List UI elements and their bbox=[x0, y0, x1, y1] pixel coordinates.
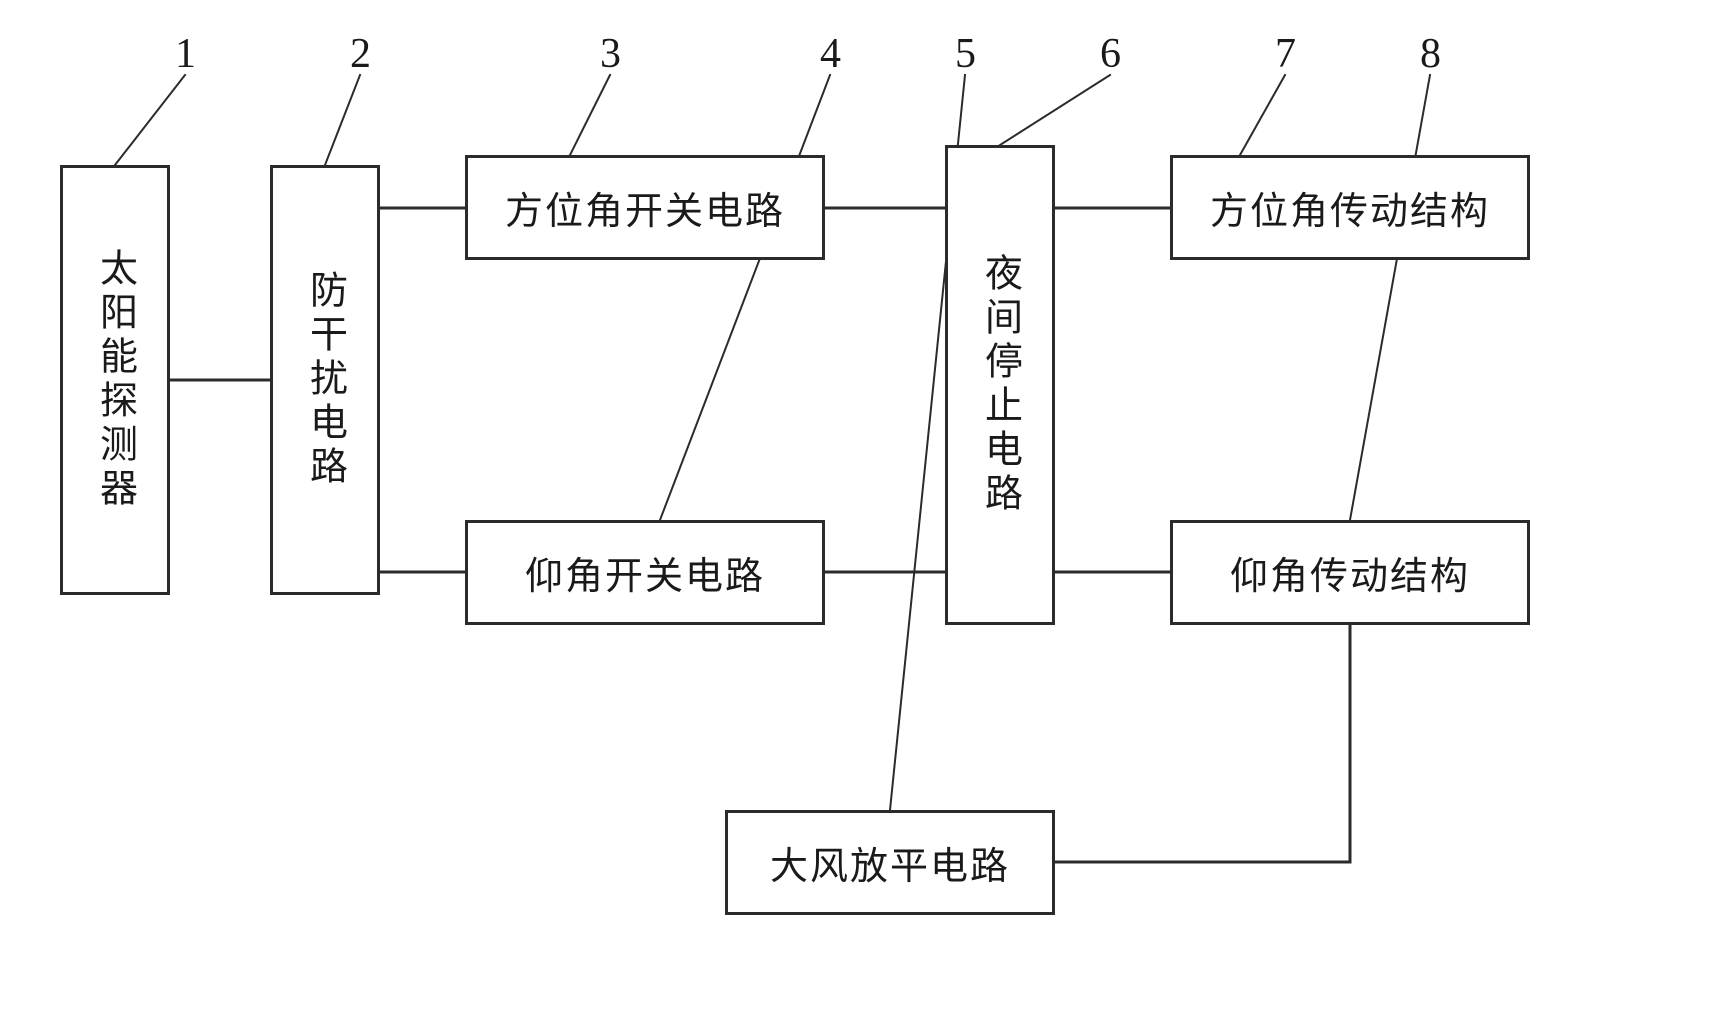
box-label: 仰角传动结构 bbox=[1230, 545, 1470, 600]
box-label: 方位角传动结构 bbox=[1210, 180, 1490, 235]
callout-text: 7 bbox=[1275, 31, 1296, 77]
box-azimuth-drive-structure: 方位角传动结构 bbox=[1170, 155, 1530, 260]
callout-text: 8 bbox=[1420, 31, 1441, 77]
diagram-canvas: 太阳能探测器 防干扰电路 方位角开关电路 仰角开关电路 大风放平电路 夜间停止电… bbox=[0, 0, 1714, 1023]
callout-6: 6 bbox=[1100, 30, 1121, 78]
box-elevation-drive-structure: 仰角传动结构 bbox=[1170, 520, 1530, 625]
callout-7: 7 bbox=[1275, 30, 1296, 78]
callout-text: 1 bbox=[175, 31, 196, 77]
box-label: 防干扰电路 bbox=[298, 270, 353, 490]
callout-text: 2 bbox=[350, 31, 371, 77]
box-label: 大风放平电路 bbox=[770, 835, 1010, 890]
box-night-stop-circuit: 夜间停止电路 bbox=[945, 145, 1055, 625]
callout-8: 8 bbox=[1420, 30, 1441, 78]
box-label: 方位角开关电路 bbox=[505, 180, 785, 235]
box-elevation-switch-circuit: 仰角开关电路 bbox=[465, 520, 825, 625]
box-label: 太阳能探测器 bbox=[88, 248, 143, 512]
callout-2: 2 bbox=[350, 30, 371, 78]
box-azimuth-switch-circuit: 方位角开关电路 bbox=[465, 155, 825, 260]
box-wind-flatten-circuit: 大风放平电路 bbox=[725, 810, 1055, 915]
callout-1: 1 bbox=[175, 30, 196, 78]
box-label: 夜间停止电路 bbox=[973, 253, 1028, 517]
callout-text: 6 bbox=[1100, 31, 1121, 77]
callout-text: 3 bbox=[600, 31, 621, 77]
callout-text: 4 bbox=[820, 31, 841, 77]
box-anti-interference-circuit: 防干扰电路 bbox=[270, 165, 380, 595]
callout-4: 4 bbox=[820, 30, 841, 78]
box-solar-detector: 太阳能探测器 bbox=[60, 165, 170, 595]
callout-text: 5 bbox=[955, 31, 976, 77]
box-label: 仰角开关电路 bbox=[525, 545, 765, 600]
callout-5: 5 bbox=[955, 30, 976, 78]
callout-3: 3 bbox=[600, 30, 621, 78]
